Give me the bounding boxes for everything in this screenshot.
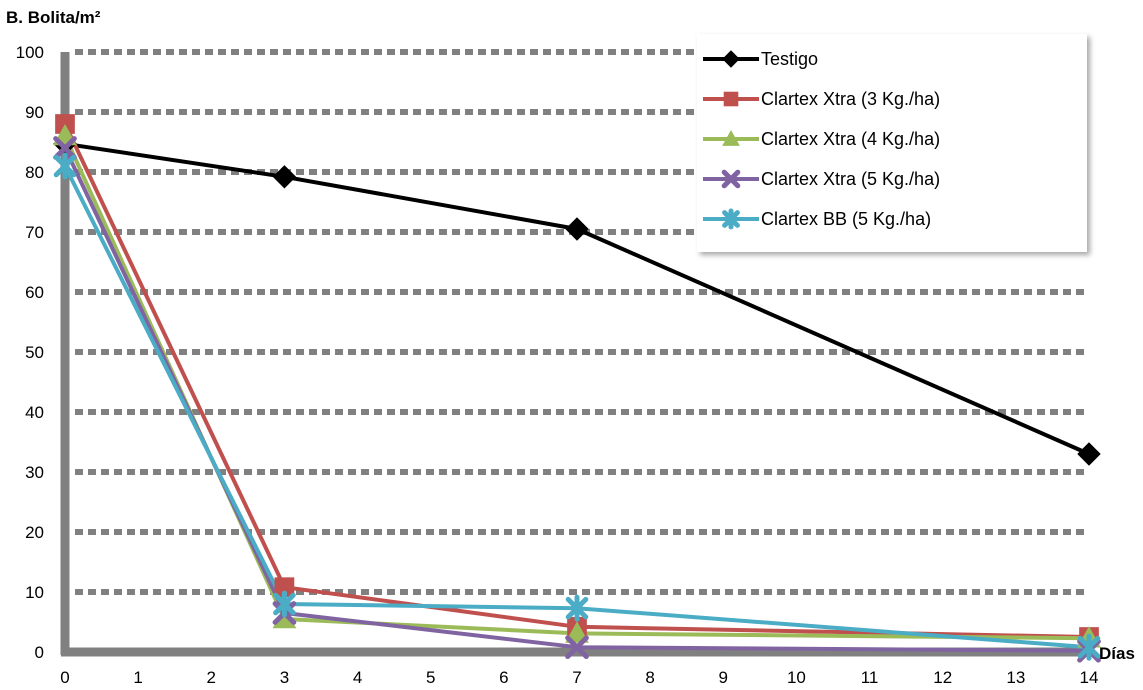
x-tick-label: 7	[572, 668, 581, 687]
legend-label: Clartex Xtra (3 Kg./ha)	[761, 88, 941, 109]
data-point	[1077, 442, 1101, 466]
legend-swatch	[703, 208, 759, 230]
legend-entry: Clartex BB (5 Kg./ha)	[697, 204, 931, 234]
data-point	[53, 152, 77, 180]
data-point	[272, 165, 297, 189]
x-tick-label: 3	[280, 668, 289, 687]
series-line	[63, 147, 1090, 653]
legend-swatch	[703, 129, 759, 146]
legend-swatch	[703, 91, 759, 107]
data-point	[565, 594, 589, 622]
legend-swatch	[703, 50, 759, 68]
y-tick-label: 100	[16, 43, 44, 62]
y-tick-label: 40	[25, 403, 44, 422]
x-axis-label: Días	[1099, 644, 1135, 663]
data-point	[1077, 633, 1101, 661]
y-tick-label: 80	[25, 163, 44, 182]
x-tick-label: 2	[207, 668, 216, 687]
x-tick-label: 0	[60, 668, 69, 687]
x-tick-label: 13	[1006, 668, 1025, 687]
y-tick-label: 70	[25, 223, 44, 242]
y-tick-labels: 0 10 20 30 40 50 60 70 80 90 100	[16, 43, 44, 662]
y-tick-label: 30	[25, 463, 44, 482]
x-tick-label: 1	[133, 668, 142, 687]
legend-label: Clartex Xtra (5 Kg./ha)	[761, 168, 941, 189]
data-point	[565, 621, 589, 643]
y-tick-label: 50	[25, 343, 44, 362]
data-point	[53, 136, 77, 160]
y-tick-label: 90	[25, 103, 44, 122]
x-tick-label: 4	[353, 668, 362, 687]
legend-entry: Testigo	[697, 44, 818, 74]
legend-label: Clartex BB (5 Kg./ha)	[761, 208, 932, 229]
legend-marker	[722, 50, 740, 68]
x-tick-label: 6	[499, 668, 508, 687]
series-lines	[63, 123, 1090, 653]
y-tick-label: 10	[25, 583, 44, 602]
legend-entry: Clartex Xtra (4 Kg./ha)	[697, 124, 940, 154]
series-markers	[53, 114, 1101, 663]
x-tick-label: 10	[787, 668, 806, 687]
x-tick-label: 12	[933, 668, 952, 687]
legend: Testigo Clartex Xtra (3 Kg./ha) Clartex Xt…	[697, 34, 1087, 252]
legend-swatch	[703, 169, 759, 189]
series-line	[64, 141, 1090, 456]
legend-entry: Clartex Xtra (3 Kg./ha)	[697, 84, 940, 114]
legend-marker	[722, 129, 740, 146]
data-point	[565, 635, 589, 660]
x-tick-labels: 0 1 2 3 4 5 6 7 8 9 10 11 12 13 14	[60, 668, 1098, 687]
x-tick-label: 11	[861, 668, 879, 687]
legend-marker	[723, 91, 739, 107]
data-point	[565, 217, 589, 241]
y-axis-label: B. Bolita/m²	[6, 8, 101, 27]
legend-marker	[721, 169, 741, 189]
y-tick-label: 0	[35, 643, 44, 662]
x-tick-label: 8	[645, 668, 654, 687]
x-tick-label: 9	[719, 668, 728, 687]
legend-entry: Clartex Xtra (5 Kg./ha)	[697, 164, 940, 194]
x-tick-label: 5	[426, 668, 435, 687]
y-tick-label: 60	[25, 283, 44, 302]
legend-label: Clartex Xtra (4 Kg./ha)	[761, 128, 941, 149]
series-line	[63, 165, 1090, 650]
data-point	[273, 590, 296, 618]
legend-marker	[722, 208, 740, 230]
y-tick-label: 20	[25, 523, 44, 542]
x-tick-label: 14	[1080, 668, 1099, 687]
legend-label: Testigo	[761, 48, 819, 69]
